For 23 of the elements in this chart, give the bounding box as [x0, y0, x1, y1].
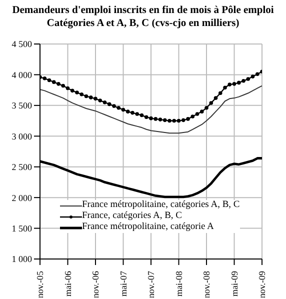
y-tick-label: 4 500 — [12, 39, 32, 50]
chart-title: Demandeurs d'emploi inscrits en fin de mois à Pôle emploi — [11, 4, 275, 17]
x-tick-label: nov.-06 — [90, 270, 100, 298]
legend-label: France, catégories A, B, C — [82, 211, 182, 222]
y-tick-label: 2 500 — [12, 162, 32, 172]
x-tick-label: nov.-07 — [146, 270, 156, 298]
x-tick-label: mai-07 — [118, 270, 128, 296]
y-tick-label: 3 500 — [12, 100, 32, 111]
y-tick-label: 1 500 — [12, 223, 32, 234]
legend-label: France métropolitaine, catégorie A — [82, 222, 214, 233]
x-tick-label: nov.-08 — [202, 270, 212, 298]
y-tick-label: 3 000 — [12, 131, 32, 142]
legend-label: France métropolitaine, catégories A, B, C — [82, 200, 240, 211]
y-tick-label: 2 000 — [12, 192, 32, 203]
y-tick-label: 1 000 — [12, 254, 32, 264]
x-tick-label: nov.-05 — [35, 270, 45, 298]
y-tick-label: 4 000 — [12, 70, 32, 80]
line-series — [40, 85, 262, 134]
x-tick-label: mai-08 — [174, 270, 184, 296]
x-tick-label: mai-06 — [62, 270, 73, 296]
x-tick-label: mai-09 — [229, 270, 240, 296]
chart-subtitle: Catégories A et A, B, C (cvs-cjo en milliers) — [46, 17, 240, 30]
x-tick-label: nov.-09 — [257, 270, 267, 298]
